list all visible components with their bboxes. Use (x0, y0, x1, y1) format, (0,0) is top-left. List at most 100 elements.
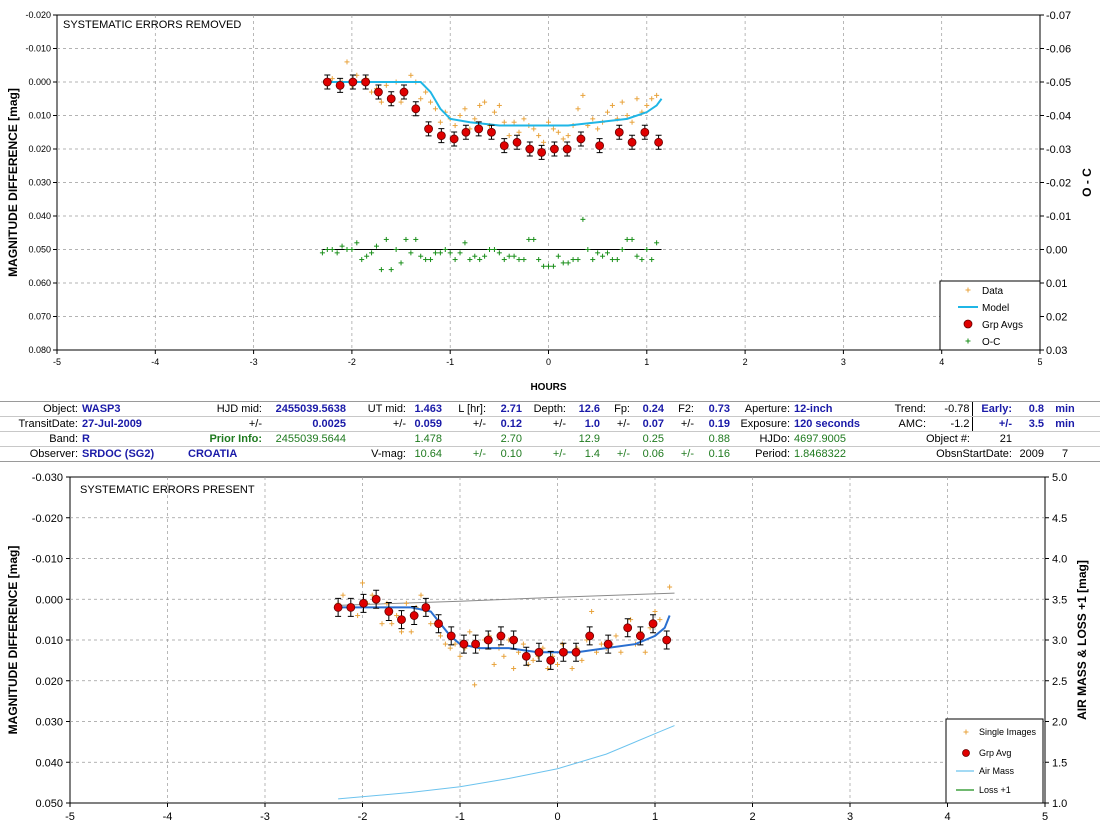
empty-cell (1084, 431, 1100, 447)
single-image-point (511, 666, 517, 672)
oc-point (619, 247, 625, 252)
observer-label: Observer: (0, 446, 80, 462)
oc-point (319, 250, 325, 256)
group-average-point (558, 642, 568, 662)
group-average-point (474, 121, 484, 137)
x-tick-label: -2 (348, 357, 356, 367)
oc-point (339, 243, 345, 249)
group-average-point (585, 626, 595, 646)
group-average-point (446, 626, 456, 646)
y2-tick-label: 3.5 (1052, 594, 1067, 606)
model-line (327, 81, 663, 127)
y2-tick-label: 3.0 (1052, 635, 1067, 647)
x-tick-label: 0 (546, 357, 551, 367)
single-image-point (369, 592, 375, 598)
oc-point (595, 250, 601, 256)
legend-data-label: Data (982, 286, 1004, 297)
l-err-label: +/- (444, 416, 488, 432)
data-point (437, 119, 443, 125)
group-average-point (537, 144, 547, 160)
period-label: Period: (732, 446, 792, 462)
data-point (521, 116, 527, 122)
top-chart: -5 -4 -3 -2 -1 0 1 2 3 4 5 -0.020 -0.010 0.000 0.010 0.… (6, 10, 1094, 393)
oc-point (329, 247, 335, 252)
oc-point (614, 257, 620, 263)
exposure-value: 120 seconds (792, 416, 886, 432)
single-image-point (491, 661, 497, 667)
group-average-point (449, 131, 459, 147)
fp-value: 0.24 (632, 401, 666, 417)
y-tick-label: 0.070 (28, 312, 51, 322)
group-average-point (576, 131, 586, 147)
group-average-point (335, 77, 345, 93)
observer-value: SRDOC (SG2) (80, 446, 180, 462)
x-tick-label: -3 (260, 811, 270, 823)
legend-data-icon (965, 287, 971, 293)
y2-tick-label: -0.03 (1046, 144, 1071, 156)
single-image-point (530, 657, 536, 663)
y2-tick-label: -0.06 (1046, 44, 1071, 56)
group-average-point (595, 138, 605, 154)
ut-err-label: +/- (348, 416, 408, 432)
prior-depth: 12.9 (568, 431, 602, 447)
oc-point (604, 250, 610, 256)
data-point (555, 129, 561, 135)
transit-date-value: 27-Jul-2009 (80, 416, 180, 432)
oc-point (373, 243, 379, 249)
x-tick-label: 1 (652, 811, 658, 823)
oc-point (575, 257, 581, 263)
data-point (629, 119, 635, 125)
row4-b-value: 0.06 (632, 446, 666, 462)
trend-label: Trend: (886, 401, 928, 417)
x-tick-label: -1 (455, 811, 465, 823)
data-point (604, 109, 610, 115)
hjdo-value: 4697.9005 (792, 431, 886, 447)
data-point (536, 133, 542, 139)
info-row-3: Band: R Prior Info: 2455039.5644 1.478 2… (0, 431, 1100, 447)
data-point (378, 99, 384, 105)
x-tick-label: 2 (743, 357, 748, 367)
oc-point (378, 267, 384, 273)
transit-info-table: Object: WASP3 HJD mid: 2455039.5638 UT m… (0, 401, 1100, 463)
x-tick-label: -3 (250, 357, 258, 367)
oc-point (477, 257, 483, 263)
empty-cell (1046, 431, 1084, 447)
group-average-point (603, 634, 613, 654)
data-point (595, 126, 601, 132)
oc-point (600, 253, 606, 259)
single-image-point (545, 666, 551, 672)
fp-label: Fp: (602, 401, 632, 417)
obsn-day: 26 (1084, 446, 1100, 462)
group-average-point (496, 626, 506, 646)
single-image-point (467, 629, 473, 635)
vmag-err-label: +/- (444, 446, 488, 462)
group-average-point (361, 74, 371, 90)
prior-f2: 0.88 (696, 431, 732, 447)
data-point (496, 102, 502, 108)
fp-err-label: +/- (602, 416, 632, 432)
y2-tick-label: -0.07 (1046, 10, 1071, 22)
data-point (418, 96, 424, 102)
single-image-point (613, 633, 619, 639)
oc-point (354, 240, 360, 246)
object-number-value: 21 (972, 431, 1014, 447)
y-tick-label: -0.010 (25, 44, 51, 54)
oc-point (462, 240, 468, 246)
single-image-point (379, 621, 385, 627)
y-tick-label: 0.080 (28, 345, 51, 355)
single-image-point (447, 645, 453, 651)
x-tick-label: 0 (554, 811, 560, 823)
y2-axis-label: AIR MASS & LOSS +1 [mag] (1075, 560, 1089, 720)
single-image-point (428, 621, 434, 627)
prior-hjd: 2455039.5644 (264, 431, 348, 447)
single-image-point (589, 608, 595, 614)
data-point (565, 133, 571, 139)
vmag-label: V-mag: (348, 446, 408, 462)
single-image-point (394, 613, 400, 619)
legend-single-label: Single Images (979, 727, 1037, 737)
ut-value: 1.463 (408, 401, 444, 417)
hjd-label: HJD mid: (180, 401, 264, 417)
y2-tick-label: -0.01 (1046, 211, 1071, 223)
y-tick-label: 0.020 (28, 144, 51, 154)
